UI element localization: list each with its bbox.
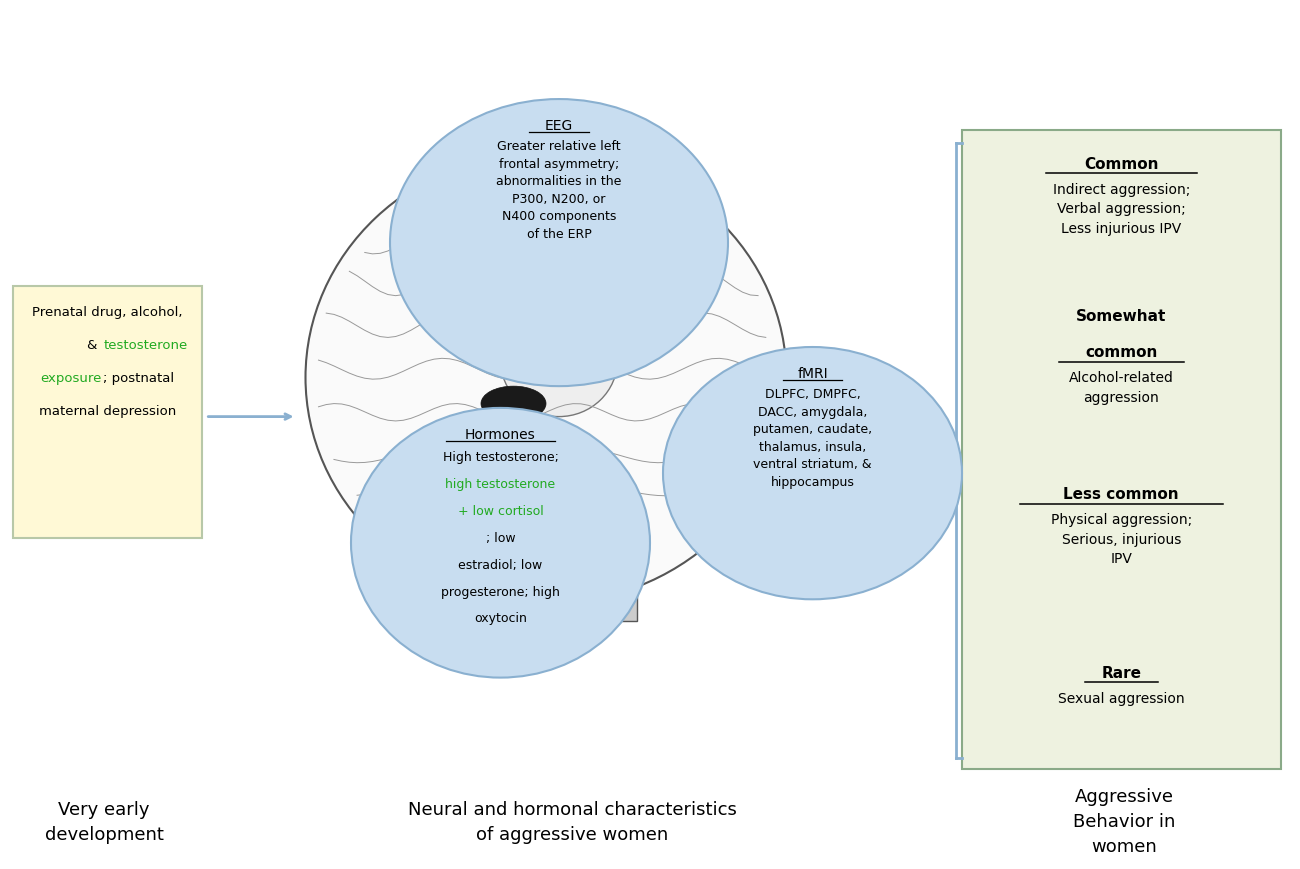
Text: Greater relative left
frontal asymmetry;
abnormalities in the
P300, N200, or
N40: Greater relative left frontal asymmetry;… <box>497 140 621 241</box>
Ellipse shape <box>390 100 728 387</box>
Text: Rare: Rare <box>1101 665 1141 680</box>
Text: DLPFC, DMPFC,
DACC, amygdala,
putamen, caudate,
thalamus, insula,
ventral striat: DLPFC, DMPFC, DACC, amygdala, putamen, c… <box>753 388 872 488</box>
Text: high testosterone: high testosterone <box>446 477 555 490</box>
Text: Neural and hormonal characteristics
of aggressive women: Neural and hormonal characteristics of a… <box>408 799 736 843</box>
Polygon shape <box>598 508 637 621</box>
FancyBboxPatch shape <box>13 287 202 539</box>
Text: exposure: exposure <box>40 372 101 385</box>
Text: Common: Common <box>1084 156 1158 171</box>
Text: common: common <box>1086 345 1157 360</box>
Text: Less common: Less common <box>1063 487 1179 501</box>
FancyBboxPatch shape <box>962 130 1280 769</box>
Ellipse shape <box>351 408 650 678</box>
Text: fMRI: fMRI <box>797 367 828 381</box>
Ellipse shape <box>526 313 604 374</box>
Text: Very early
development: Very early development <box>44 799 164 843</box>
Text: Somewhat: Somewhat <box>1076 308 1166 323</box>
Text: Aggressive
Behavior in
women: Aggressive Behavior in women <box>1074 787 1175 855</box>
Text: ; low: ; low <box>486 531 515 544</box>
Text: Physical aggression;
Serious, injurious
IPV: Physical aggression; Serious, injurious … <box>1050 513 1192 566</box>
Text: maternal depression: maternal depression <box>39 405 176 418</box>
Ellipse shape <box>500 304 618 417</box>
Text: Hormones: Hormones <box>465 428 536 441</box>
Text: Prenatal drug, alcohol,: Prenatal drug, alcohol, <box>32 306 182 319</box>
Text: ; postnatal: ; postnatal <box>103 372 174 385</box>
Text: Sexual aggression: Sexual aggression <box>1058 691 1184 705</box>
Text: estradiol; low: estradiol; low <box>459 558 542 571</box>
Text: High testosterone;: High testosterone; <box>442 450 559 463</box>
Ellipse shape <box>306 148 786 643</box>
Text: Alcohol-related
aggression: Alcohol-related aggression <box>1069 371 1174 405</box>
Text: progesterone; high: progesterone; high <box>441 585 560 598</box>
Text: testosterone: testosterone <box>103 339 187 352</box>
Ellipse shape <box>422 521 592 600</box>
Text: oxytocin: oxytocin <box>474 612 526 625</box>
Text: + low cortisol: + low cortisol <box>458 504 543 517</box>
Ellipse shape <box>306 152 786 604</box>
Text: EEG: EEG <box>545 119 573 133</box>
Text: Indirect aggression;
Verbal aggression;
Less injurious IPV: Indirect aggression; Verbal aggression; … <box>1053 182 1190 235</box>
Text: &: & <box>87 339 101 352</box>
Ellipse shape <box>481 387 546 421</box>
Ellipse shape <box>663 348 962 600</box>
